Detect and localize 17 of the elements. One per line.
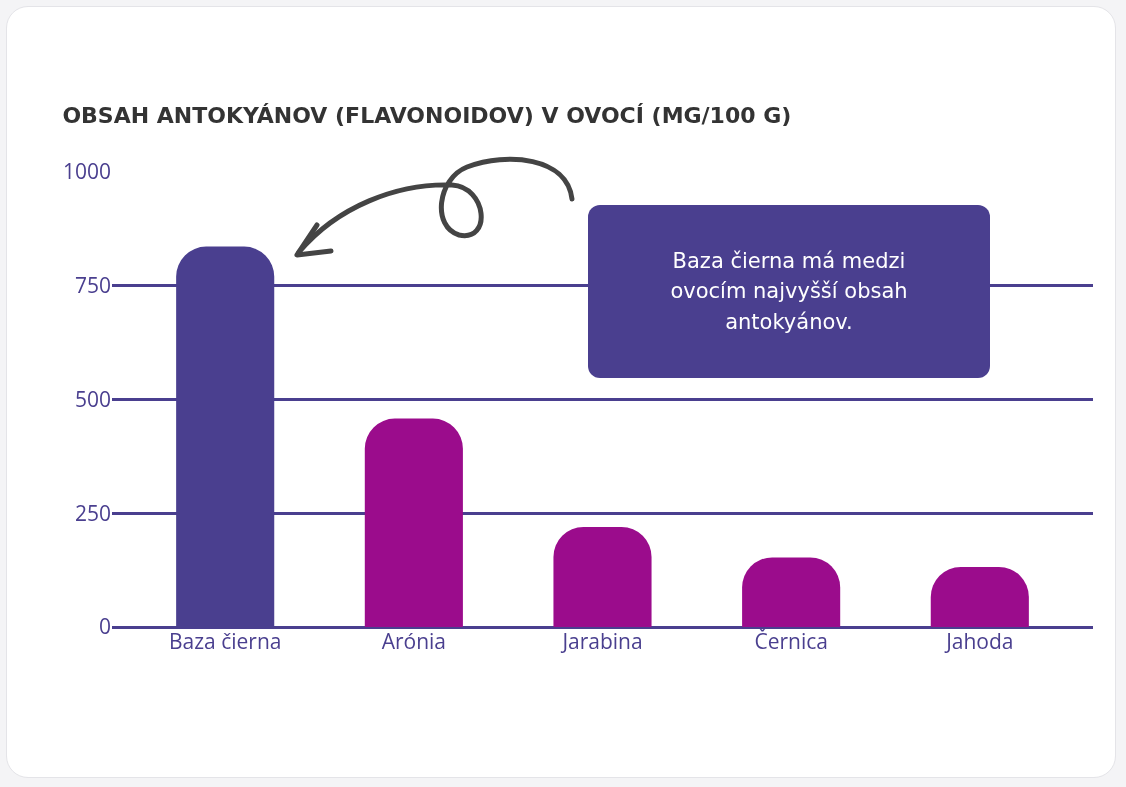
- x-tick-label: Jahoda: [944, 627, 1014, 655]
- x-tick-label: Jarabina: [560, 627, 643, 655]
- bar: [742, 557, 841, 627]
- y-tick-label: 250: [74, 498, 111, 527]
- callout-box: Baza čierna má medzi ovocím najvyšší obsah antokyánov.: [588, 205, 990, 378]
- x-tick-label: Černica: [754, 627, 828, 655]
- y-tick-label: 500: [74, 384, 111, 413]
- bar: [930, 566, 1029, 627]
- chart-title: OBSAH ANTOKYÁNOV (FLAVONOIDOV) V OVOCÍ (MG/100 G): [62, 102, 792, 128]
- bar: [553, 526, 652, 627]
- y-tick-label: 0: [98, 612, 111, 641]
- x-tick-label: Baza čierna: [168, 627, 282, 655]
- y-tick-label: 750: [74, 271, 111, 300]
- annotation: Baza čierna má medzi ovocím najvyšší obsah antokyánov.: [670, 247, 908, 336]
- x-tick-label: Arónia: [381, 627, 447, 655]
- bar: [364, 418, 463, 627]
- y-tick-label: 1000: [62, 157, 111, 186]
